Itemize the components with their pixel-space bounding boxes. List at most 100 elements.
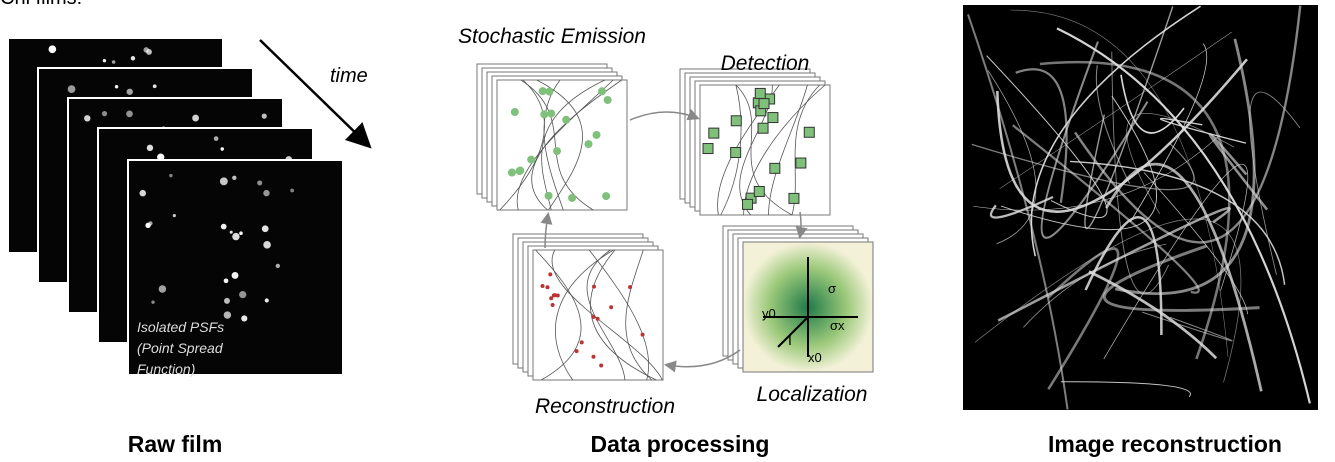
localized-point [548,272,552,276]
detection-box [754,186,764,196]
psf-spot [159,285,166,292]
psf-spot [145,223,150,228]
step-title: Stochastic Emission [458,25,646,48]
emitter [568,194,576,202]
psf-spot [220,177,228,185]
psf-spot [103,59,106,62]
psf-spot [84,115,90,121]
emitter [584,140,592,148]
emitter [527,156,535,164]
emitter [598,87,606,95]
symbol: σx [830,318,845,333]
localized-point [609,305,613,309]
localized-point [596,317,600,321]
psf-spot [126,111,133,118]
symbol: x0 [808,350,822,365]
detection-box [709,128,719,138]
psf-spot [68,85,76,93]
psf-spot [224,278,229,283]
psf-spot [232,233,239,240]
psf-spot [262,225,269,232]
psf-spot [147,145,153,151]
psf-spot [221,224,227,230]
psf-spot [276,264,280,268]
emitter [547,109,555,117]
localized-point [591,355,595,359]
localized-point [591,315,595,319]
psf-spot [224,298,230,304]
emitter [516,167,524,175]
psf-note: Function) [137,361,195,377]
psf-spot [131,56,135,60]
psf-spot [241,315,247,321]
psf-spot [232,272,239,279]
emitter [553,147,561,155]
localized-point [641,333,645,337]
localized-point [575,349,579,353]
processing-cycle [477,64,873,380]
time-label: time [330,65,368,87]
detection-box [731,147,741,157]
detection-box [804,127,814,137]
step-title: Detection [721,52,810,75]
psf-spot [102,111,107,116]
symbol: σ [828,281,836,296]
detection-box [743,199,753,209]
localized-point [556,294,560,298]
detection-box [731,116,741,126]
symbol: I [788,332,792,348]
psf-spot [151,300,154,303]
cycle-arrow [800,212,801,236]
detection-box [789,193,799,203]
psf-spot [153,84,157,88]
psf-spot [232,176,236,180]
detection-box [703,144,713,154]
detection-box [796,158,806,168]
emitter [602,192,610,200]
psf-spot [221,147,224,150]
psf-note: Isolated PSFs [137,319,224,335]
psf-spot [230,231,233,234]
figure: Chi films: time Isolated PSFs (Point Spr… [0,0,1335,462]
emitter [540,110,548,118]
localized-point [580,340,584,344]
localized-point [628,285,632,289]
localized-point [541,284,545,288]
psf-spot [224,311,231,318]
panel-label: Raw film [128,431,223,457]
symbol: y0 [762,306,776,321]
step-title: Reconstruction [535,395,675,418]
localized-point [551,303,555,307]
psf-spot [214,136,219,141]
psf-spot [239,231,243,235]
psf-spot [112,60,116,64]
detection-box [759,99,769,109]
panel-label: Image reconstruction [1048,431,1282,457]
emitter [604,96,612,104]
psf-spot [139,190,146,197]
localized-point [599,364,603,368]
psf-spot [263,241,271,249]
psf-spot [173,214,176,217]
localized-point [592,285,596,289]
psf-spot [169,174,172,177]
emitter [539,87,547,95]
emitter [592,131,600,139]
psf-spot [192,115,199,122]
psf-note: (Point Spread [137,340,224,356]
psf-spot [263,190,269,196]
psf-spot [257,180,262,185]
psf-spot [127,89,133,95]
step-title: Localization [757,383,868,406]
psf-spot [49,45,57,53]
psf-spot [290,189,294,193]
psf-spot [265,298,269,302]
emitter [508,169,516,177]
detection-box [758,123,768,133]
emitter [545,192,553,200]
psf-spot [262,114,267,119]
emitter [545,88,553,96]
caption: Chi films: [0,0,82,9]
psf-spot [115,85,118,88]
psf-spot [239,291,246,298]
